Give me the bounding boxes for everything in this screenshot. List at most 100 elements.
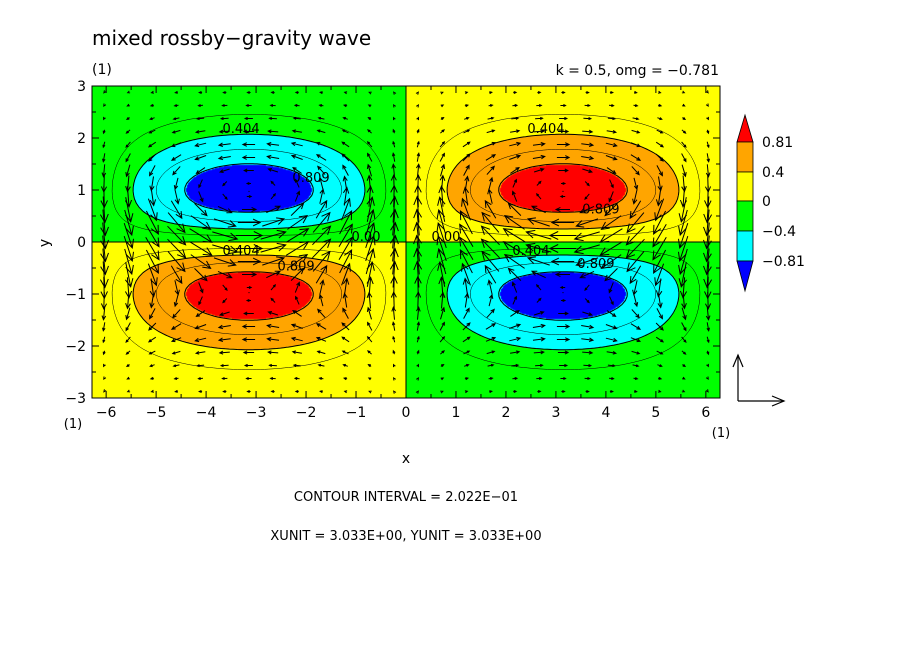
- vector-arrow: [245, 103, 252, 108]
- vector-arrow: [102, 322, 106, 332]
- vector-arrow: [366, 196, 375, 222]
- vector-arrow: [575, 257, 599, 267]
- vector-arrow: [367, 104, 372, 108]
- vector-arrow: [171, 129, 181, 134]
- vector-arrow: [486, 129, 496, 134]
- vector-arrow: [678, 248, 688, 276]
- vector-arrow: [243, 363, 253, 368]
- vector-arrow: [217, 270, 233, 279]
- legend-label: −0.81: [762, 254, 805, 270]
- vector-arrow: [100, 248, 109, 276]
- vector-arrow: [367, 350, 372, 355]
- vector-arrow: [103, 363, 106, 368]
- vector-arrow: [459, 223, 474, 247]
- vector-arrow: [703, 261, 713, 289]
- vector-arrow: [366, 335, 373, 343]
- vector-arrow: [392, 140, 396, 148]
- vector-arrow: [245, 376, 252, 381]
- vector-arrow: [631, 350, 641, 355]
- vector-arrow: [705, 376, 709, 380]
- vector-arrow: [241, 337, 256, 342]
- vector-arrow: [246, 389, 251, 394]
- vector-arrow: [559, 194, 566, 199]
- y-tick-label: −3: [65, 391, 86, 407]
- vector-arrow: [416, 104, 420, 108]
- vector-arrow: [101, 307, 107, 321]
- vector-arrow: [390, 173, 397, 192]
- vector-arrow: [488, 293, 494, 307]
- vector-arrow: [100, 209, 109, 237]
- vector-arrow: [196, 117, 205, 121]
- vector-arrow: [125, 350, 131, 355]
- vector-arrow: [312, 225, 332, 246]
- vector-arrow: [100, 175, 108, 194]
- vector-arrow: [511, 281, 518, 293]
- vector-arrow: [561, 298, 567, 303]
- vector-arrow: [147, 263, 158, 287]
- vector-arrow: [123, 235, 134, 263]
- vector-arrow: [194, 324, 207, 330]
- vector-reference: [732, 353, 786, 407]
- vector-arrow: [703, 235, 712, 263]
- vector-arrow: [267, 168, 279, 173]
- vector-arrow: [503, 253, 525, 269]
- vector-arrow: [655, 278, 663, 298]
- vector-arrow: [605, 155, 618, 161]
- vector-arrow: [626, 212, 645, 234]
- vector-arrow: [148, 350, 156, 355]
- vector-arrow: [535, 193, 542, 200]
- vector-arrow: [652, 224, 667, 248]
- vector-arrow: [657, 376, 663, 380]
- vector-arrow: [706, 141, 710, 149]
- vector-arrow: [170, 200, 183, 220]
- vector-arrow: [464, 116, 470, 120]
- vector-arrow: [585, 90, 590, 95]
- vector-arrow: [219, 363, 229, 368]
- vector-arrow: [559, 285, 566, 290]
- vector-arrow: [484, 199, 497, 219]
- vector-arrow: [393, 116, 396, 121]
- vector-arrow: [462, 322, 471, 331]
- vector-arrow: [260, 242, 287, 253]
- vector-arrow: [604, 203, 618, 217]
- vector-arrow: [195, 167, 206, 175]
- vector-arrow: [317, 308, 326, 318]
- vector-arrow: [703, 248, 712, 276]
- vector-arrow: [682, 103, 686, 107]
- vector-arrow: [436, 247, 447, 275]
- vector-arrow: [222, 181, 228, 187]
- vector-arrow: [413, 208, 423, 236]
- vector-arrow: [655, 322, 664, 331]
- vector-arrow: [609, 90, 614, 94]
- vector-arrow: [513, 390, 518, 394]
- vector-arrow: [339, 209, 353, 235]
- vector-arrow: [416, 377, 420, 381]
- vector-arrow: [681, 307, 687, 321]
- vector-arrow: [147, 336, 157, 343]
- vector-arrow: [657, 90, 662, 94]
- vector-arrow: [338, 236, 353, 260]
- vector-arrow: [705, 164, 711, 178]
- vector-arrow: [706, 363, 709, 368]
- vector-arrow: [190, 215, 212, 231]
- vector-arrow: [367, 116, 372, 120]
- vector-arrow: [99, 261, 109, 289]
- vector-arrow: [198, 389, 203, 393]
- vector-arrow: [293, 376, 300, 381]
- vector-arrow: [416, 335, 420, 343]
- vector-arrow: [319, 390, 323, 394]
- vector-arrow: [270, 389, 275, 394]
- vector-arrow: [509, 336, 522, 342]
- vector-arrow: [217, 337, 231, 342]
- vector-arrow: [218, 311, 230, 316]
- vector-reference-vertical-head: [732, 353, 744, 368]
- vector-arrow: [416, 363, 419, 368]
- vector-arrow: [100, 235, 109, 263]
- x-tick-label: 2: [501, 405, 510, 421]
- vector-arrow: [172, 117, 180, 121]
- vector-arrow: [487, 363, 495, 367]
- vector-arrow: [167, 238, 187, 259]
- vector-arrow: [703, 196, 713, 224]
- vector-arrow: [436, 221, 447, 249]
- vector-arrow: [625, 238, 645, 259]
